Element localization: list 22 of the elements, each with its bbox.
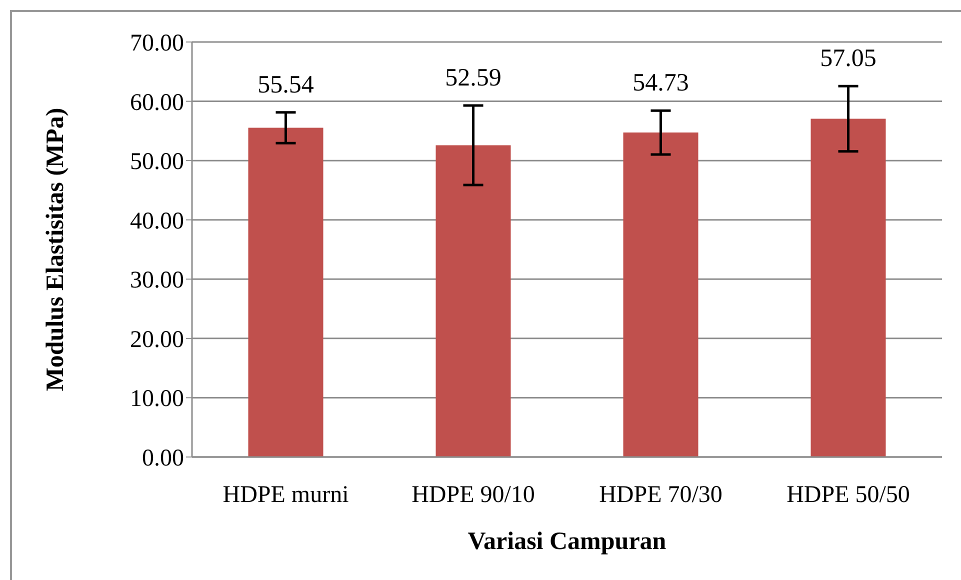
bar bbox=[810, 118, 886, 457]
x-tick-label: HDPE murni bbox=[222, 482, 350, 508]
x-tick-label: HDPE 90/10 bbox=[412, 482, 535, 508]
bar bbox=[623, 132, 698, 457]
data-label: 52.59 bbox=[445, 64, 502, 92]
data-label: 57.05 bbox=[820, 45, 876, 72]
y-tick-label: 30.00 bbox=[130, 268, 184, 294]
bar bbox=[248, 128, 324, 457]
y-tick-label: 10.00 bbox=[130, 386, 184, 412]
y-tick-label: 20.00 bbox=[130, 326, 184, 353]
data-label: 54.73 bbox=[632, 70, 689, 97]
y-tick-label: 70.00 bbox=[130, 30, 184, 57]
x-tick-label: HDPE 70/30 bbox=[599, 482, 722, 508]
y-tick-label: 60.00 bbox=[130, 90, 184, 116]
data-label: 55.54 bbox=[258, 71, 314, 98]
y-tick-label: 0.00 bbox=[142, 446, 184, 472]
x-tick-label: HDPE 50/50 bbox=[786, 482, 910, 508]
x-axis-title: Variasi Campuran bbox=[468, 528, 666, 555]
y-axis-title: Modulus Elastisitas (MPa) bbox=[42, 108, 69, 392]
bar bbox=[436, 145, 511, 457]
y-tick-label: 40.00 bbox=[130, 208, 184, 234]
y-tick-label: 50.00 bbox=[130, 149, 184, 176]
